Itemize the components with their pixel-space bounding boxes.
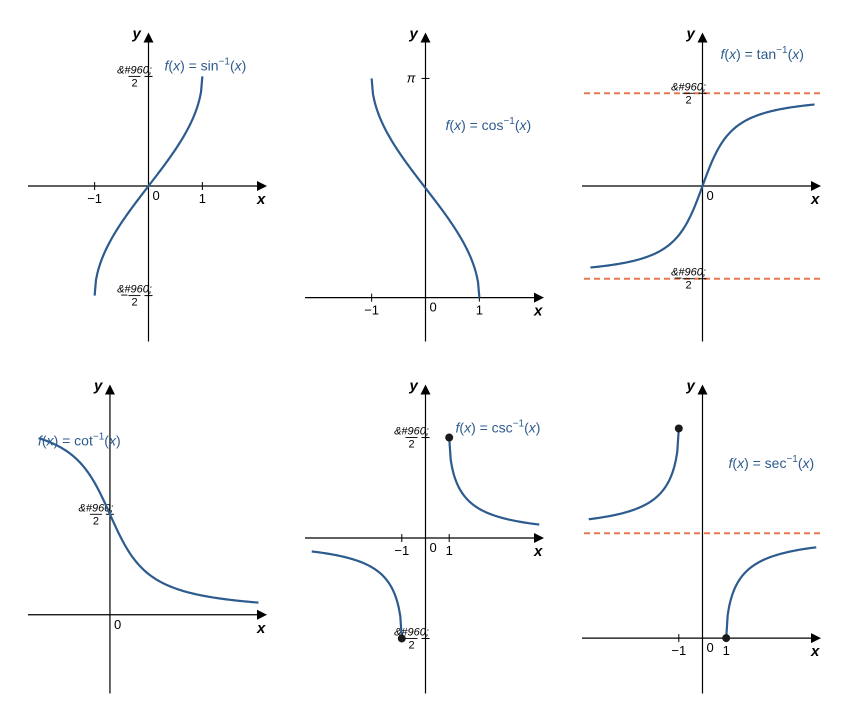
function-label: f(x) = tan−1(x): [721, 45, 804, 62]
y-tick-frac-top: &#960;: [117, 284, 152, 296]
y-tick-frac-bot: 2: [131, 77, 137, 89]
x-axis-arrow: [811, 181, 821, 191]
y-tick-frac-top: &#960;: [671, 81, 706, 93]
endpoint: [398, 634, 406, 642]
y-axis-arrow: [421, 33, 431, 43]
y-tick-frac-bot: 2: [685, 94, 691, 106]
y-axis-label: y: [132, 26, 142, 43]
y-axis-label: y: [409, 378, 419, 395]
function-label: f(x) = cot−1(x): [38, 431, 121, 448]
x-axis-label: x: [810, 191, 820, 208]
y-axis-label: y: [686, 378, 696, 395]
panel-arccsc: xy0−11&#960;2−&#960;2f(x) = csc−1(x): [287, 362, 564, 714]
x-tick-label: 1: [476, 303, 483, 318]
chart-grid: xy0−11&#960;2−&#960;2f(x) = sin−1(x)xy0−…: [10, 10, 841, 704]
origin-label: 0: [707, 188, 714, 203]
function-label: f(x) = csc−1(x): [456, 418, 541, 435]
origin-label: 0: [430, 540, 437, 555]
y-tick-frac-bot: 2: [685, 280, 691, 292]
y-axis-arrow: [698, 385, 708, 395]
panel-arccos: x y 0 −1 1 π f(x) = cos−1(x): [287, 10, 564, 362]
y-axis-arrow: [105, 385, 115, 395]
x-axis-arrow: [257, 610, 267, 620]
panel-arcsec: x y 0 −1 1 f(x) = sec−1(x): [564, 362, 841, 714]
endpoint: [445, 434, 453, 442]
y-axis-arrow: [698, 33, 708, 43]
curve-arcsec: [589, 428, 679, 519]
x-axis-label: x: [256, 620, 266, 637]
y-tick-frac-top: &#960;: [671, 267, 706, 279]
y-tick-frac-top: &#960;: [394, 426, 429, 438]
y-tick-frac-bot: 2: [131, 297, 137, 309]
curve-arccot: [39, 438, 259, 602]
x-tick-label: 1: [446, 543, 453, 558]
y-tick-frac-bot: 2: [408, 439, 414, 451]
x-axis-arrow: [257, 181, 267, 191]
y-axis-label: y: [686, 26, 696, 43]
x-tick-label: −1: [394, 543, 409, 558]
origin-label: 0: [114, 617, 121, 632]
x-axis-arrow: [534, 533, 544, 543]
y-axis-label: y: [93, 378, 103, 395]
panel-arcsin: xy0−11&#960;2−&#960;2f(x) = sin−1(x): [10, 10, 287, 362]
x-axis-arrow: [811, 633, 821, 643]
y-tick-frac-top: &#960;: [117, 64, 152, 76]
x-axis-arrow: [534, 293, 544, 303]
y-axis-arrow: [421, 385, 431, 395]
curve-arcsec: [726, 547, 816, 638]
x-axis-label: x: [533, 543, 543, 560]
function-label: f(x) = cos−1(x): [446, 116, 532, 133]
x-axis-label: x: [256, 191, 266, 208]
x-tick-label: −1: [87, 191, 102, 206]
function-label: f(x) = sec−1(x): [729, 454, 815, 471]
y-axis-label: y: [409, 26, 419, 43]
y-axis-arrow: [144, 33, 154, 43]
y-tick-frac-bot: 2: [93, 515, 99, 527]
panel-arctan: xy0&#960;2−&#960;2f(x) = tan−1(x): [564, 10, 841, 362]
curve-arccsc: [312, 551, 402, 638]
x-axis-label: x: [533, 303, 543, 320]
y-tick-frac-bot: 2: [408, 639, 414, 651]
function-label: f(x) = sin−1(x): [165, 56, 247, 73]
x-tick-label: 1: [199, 191, 206, 206]
panel-arccot: xy0&#960;2f(x) = cot−1(x): [10, 362, 287, 714]
endpoint: [675, 424, 683, 432]
endpoint: [722, 634, 730, 642]
origin-label: 0: [707, 640, 714, 655]
x-axis-label: x: [810, 643, 820, 660]
origin-label: 0: [430, 300, 437, 315]
origin-label: 0: [153, 188, 160, 203]
curve-arccsc: [449, 438, 539, 525]
y-tick-label: π: [407, 70, 416, 85]
x-tick-label: −1: [364, 303, 379, 318]
x-tick-label: 1: [723, 643, 730, 658]
x-tick-label: −1: [671, 643, 686, 658]
